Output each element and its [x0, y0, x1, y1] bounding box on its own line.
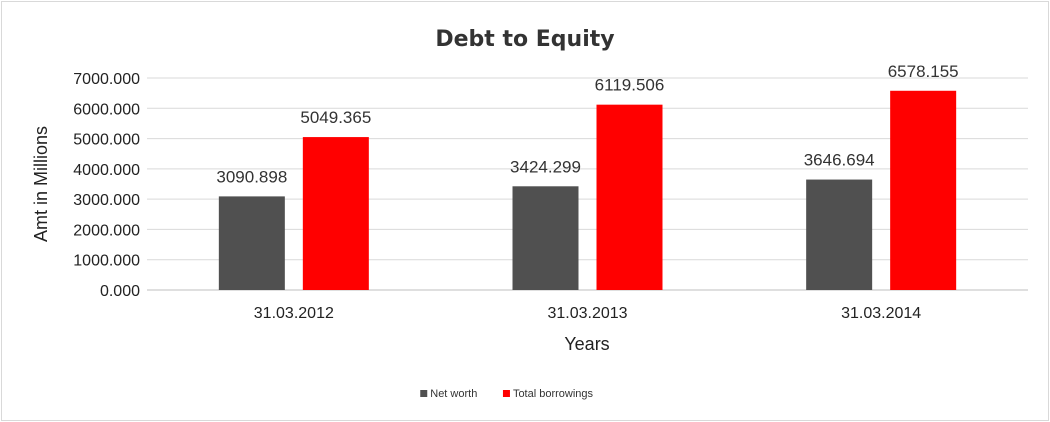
gridlines — [147, 77, 1028, 291]
chart-title: Debt to Equity — [435, 27, 614, 52]
y-tick-label: 4000.000 — [73, 162, 140, 179]
data-labels: 3090.898 5049.365 3424.299 6119.506 3646.694… — [216, 62, 958, 187]
x-axis-title: Years — [564, 334, 609, 354]
bar — [890, 90, 957, 290]
data-label: 3424.299 — [510, 157, 581, 176]
y-axis-ticks: 0.000 1000.000 2000.000 3000.000 4000.000 500… — [73, 71, 140, 300]
y-tick-label: 7000.000 — [73, 71, 140, 88]
data-label: 6578.155 — [888, 62, 959, 81]
bars — [218, 90, 957, 291]
y-tick-label: 1000.000 — [73, 253, 140, 270]
bar — [596, 104, 663, 291]
bar — [218, 196, 285, 290]
y-tick-label: 2000.000 — [73, 222, 140, 239]
legend-label: Net worth — [430, 388, 477, 400]
x-tick-label: 31.03.2012 — [254, 305, 334, 322]
data-label: 6119.506 — [595, 76, 665, 95]
legend: Net worth Total borrowings — [420, 388, 594, 400]
legend-swatch — [420, 390, 428, 397]
y-tick-label: 5000.000 — [73, 132, 140, 149]
x-axis-ticks: 31.03.2012 31.03.2013 31.03.2014 — [254, 305, 922, 322]
bar — [512, 186, 579, 290]
y-axis-title: Amt in Millions — [31, 126, 51, 242]
x-tick-label: 31.03.2014 — [841, 305, 921, 322]
data-label: 5049.365 — [300, 108, 371, 127]
legend-swatch — [502, 390, 510, 397]
legend-label: Total borrowings — [513, 388, 594, 400]
x-tick-label: 31.03.2013 — [547, 305, 627, 322]
y-tick-label: 6000.000 — [73, 101, 140, 118]
bar — [302, 137, 369, 290]
bar — [806, 179, 873, 290]
y-tick-label: 3000.000 — [73, 192, 140, 209]
data-label: 3646.694 — [804, 151, 875, 170]
y-tick-label: 0.000 — [100, 283, 140, 300]
data-label: 3090.898 — [216, 167, 287, 186]
